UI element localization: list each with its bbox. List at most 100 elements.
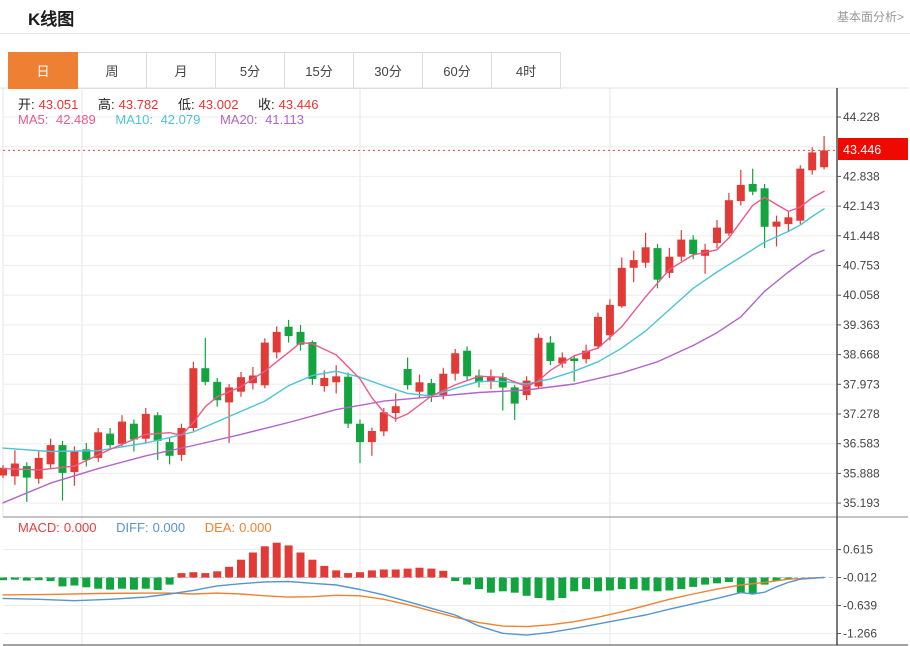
candle <box>629 260 638 268</box>
candle <box>510 387 519 404</box>
candle <box>665 256 674 273</box>
candle <box>22 466 31 478</box>
svg-text:38.668: 38.668 <box>843 348 880 362</box>
svg-text:43.446: 43.446 <box>843 143 881 157</box>
svg-text:-0.012: -0.012 <box>843 571 877 585</box>
candle <box>391 406 400 413</box>
ma-lines <box>2 190 825 504</box>
candle <box>284 326 293 337</box>
svg-text:44.228: 44.228 <box>843 110 880 124</box>
candles <box>0 136 829 502</box>
macd-panel <box>0 542 836 636</box>
candle <box>736 184 745 202</box>
svg-text:40.753: 40.753 <box>843 259 880 273</box>
svg-text:41.448: 41.448 <box>843 229 880 243</box>
svg-text:42.838: 42.838 <box>843 169 880 183</box>
candle <box>272 331 281 353</box>
candle <box>570 358 579 361</box>
candle <box>534 337 543 387</box>
candle <box>344 376 353 424</box>
candle <box>463 350 472 377</box>
page-title: K线图 <box>28 10 75 29</box>
candle <box>546 342 555 361</box>
grid-lines <box>0 87 908 645</box>
candle <box>641 247 650 263</box>
svg-text:-1.266: -1.266 <box>843 627 877 641</box>
candle <box>58 445 67 473</box>
candle <box>820 150 829 168</box>
candle <box>106 433 115 446</box>
candle <box>213 381 222 401</box>
candle <box>201 368 210 382</box>
candle <box>260 342 269 386</box>
candle <box>118 421 126 444</box>
svg-text:37.278: 37.278 <box>843 407 880 421</box>
candle <box>486 376 495 381</box>
candle <box>403 369 412 386</box>
candle <box>94 432 103 458</box>
price-axis: 44.228 42.838 42.143 41.448 40.753 40.058 39.3… <box>836 88 908 645</box>
candle <box>165 442 174 456</box>
candle <box>427 383 436 396</box>
candle <box>724 200 733 234</box>
diff-line <box>2 576 825 636</box>
candle <box>141 413 150 439</box>
candle <box>320 378 329 387</box>
candle <box>475 375 483 383</box>
title-divider <box>0 33 910 34</box>
candle <box>34 457 43 479</box>
svg-text:35.888: 35.888 <box>843 466 880 480</box>
tab-month[interactable]: 月 <box>146 52 216 89</box>
candle <box>0 467 7 476</box>
svg-text:42.143: 42.143 <box>843 199 880 213</box>
candle <box>225 387 234 403</box>
tab-day[interactable]: 日 <box>8 52 78 89</box>
svg-text:40.058: 40.058 <box>843 288 880 302</box>
tab-15min[interactable]: 15分 <box>284 52 354 89</box>
candle <box>582 350 591 360</box>
candle <box>784 217 793 225</box>
candle <box>129 423 138 440</box>
candle <box>808 152 817 171</box>
candle <box>10 463 19 477</box>
candle <box>46 445 55 465</box>
candle <box>796 168 805 221</box>
ma10-line <box>2 208 825 453</box>
candle <box>689 239 698 255</box>
svg-text:0.615: 0.615 <box>843 543 873 557</box>
candle <box>605 304 614 336</box>
ma5-line <box>2 190 825 471</box>
svg-text:37.973: 37.973 <box>843 377 880 391</box>
tab-5min[interactable]: 5分 <box>215 52 285 89</box>
period-tabbar: 日周月 5分 15分 30分 60分 4时 <box>8 52 561 89</box>
tab-30min[interactable]: 30分 <box>353 52 423 89</box>
candle <box>415 382 424 392</box>
candle <box>451 353 460 374</box>
svg-text:-0.639: -0.639 <box>843 599 877 613</box>
candle <box>713 227 721 243</box>
tab-60min[interactable]: 60分 <box>422 52 492 89</box>
candle <box>677 239 686 257</box>
dea-line <box>2 576 825 628</box>
candle <box>748 184 757 192</box>
macd-histogram <box>0 542 793 601</box>
fundamental-analysis-link[interactable]: 基本面分析> <box>836 10 904 24</box>
candle <box>308 342 317 379</box>
candle <box>379 412 388 432</box>
candle <box>653 248 662 280</box>
candle <box>82 449 91 461</box>
candle <box>772 221 781 227</box>
candle <box>189 368 198 428</box>
last-price-tag: 43.446 <box>838 138 908 160</box>
candle <box>594 316 602 347</box>
candle <box>237 377 245 392</box>
candle <box>177 428 186 455</box>
candle <box>498 377 507 388</box>
candle <box>617 267 626 307</box>
candle <box>760 188 769 227</box>
candle <box>296 331 305 345</box>
svg-text:36.583: 36.583 <box>843 437 880 451</box>
ma20-line <box>2 249 825 504</box>
